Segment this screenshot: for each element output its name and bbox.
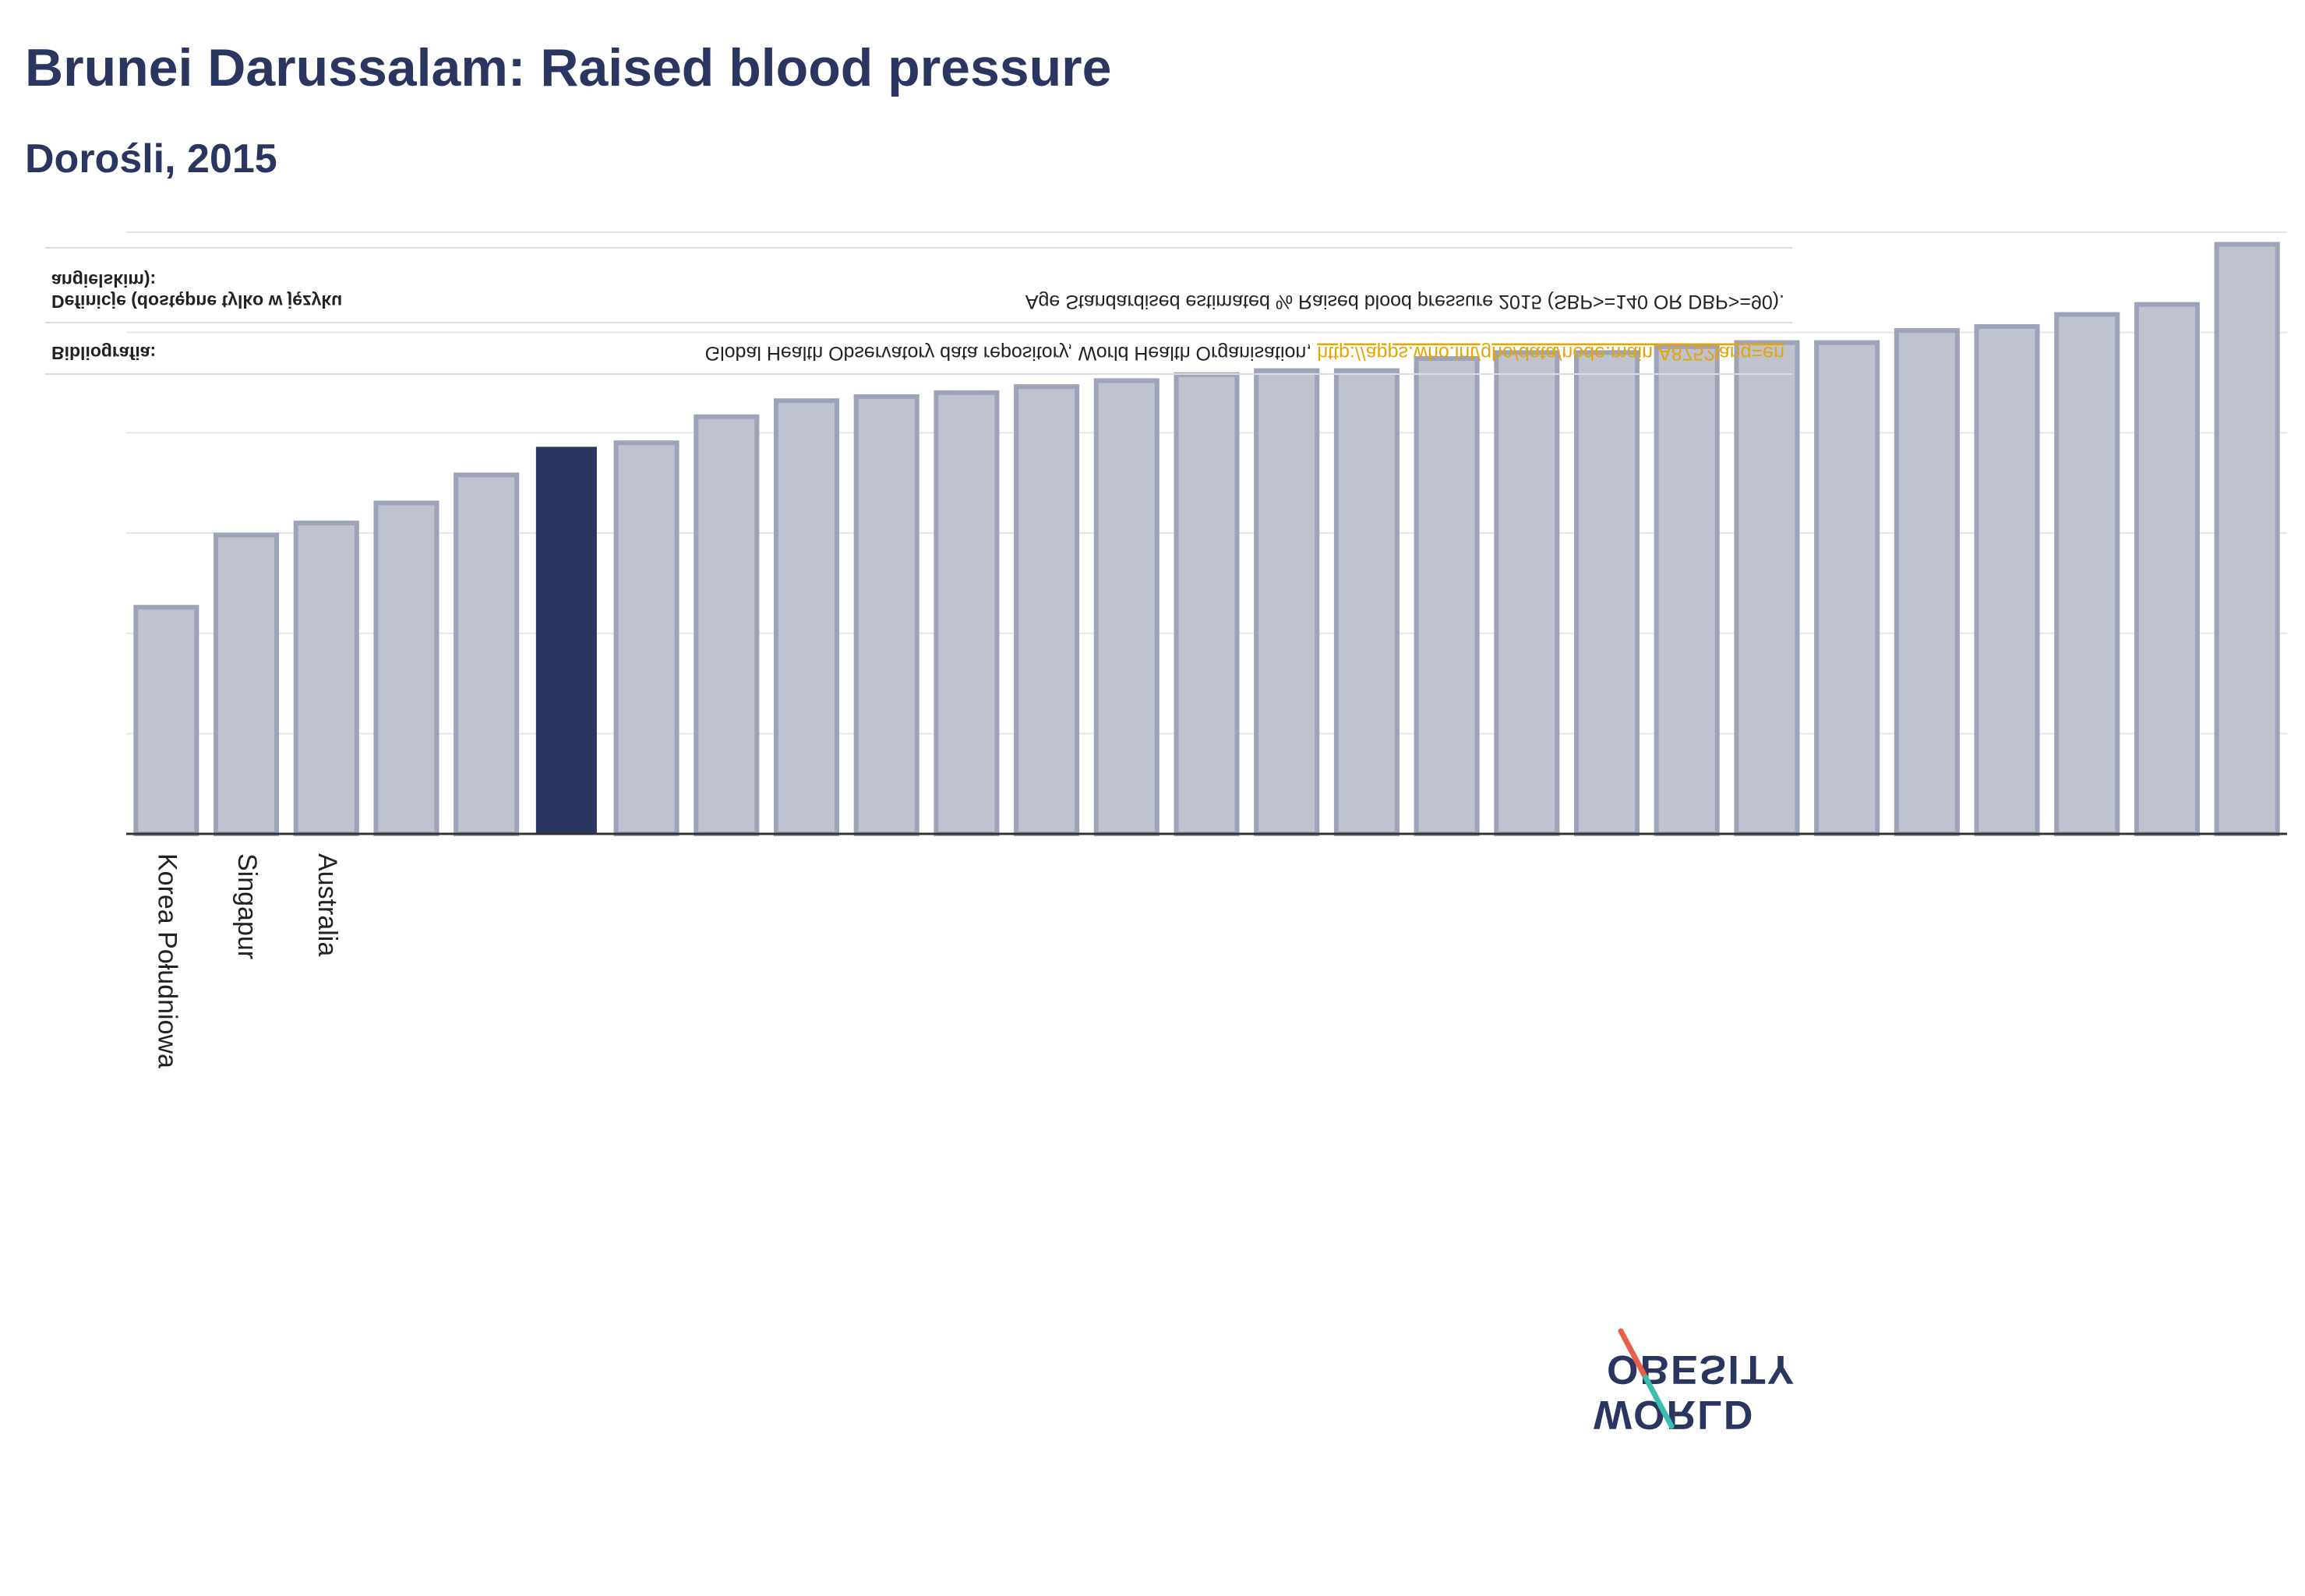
footnote-overlay: angielskim): Definicje (dostępne tylko w… <box>45 247 1792 375</box>
bar <box>773 398 840 836</box>
definition-text: Age Standardised estimated % Raised bloo… <box>1025 291 1784 312</box>
definition-label-line2: angielskim): <box>51 270 156 291</box>
bar <box>2054 312 2120 836</box>
chart-subtitle: Dorośli, 2015 <box>25 136 277 182</box>
bibliography-text: Global Health Observatory data repositor… <box>705 342 1784 364</box>
bar <box>694 414 760 836</box>
bar <box>214 532 280 836</box>
bar <box>1014 384 1080 836</box>
bar <box>1814 340 1880 836</box>
logo-line-world: WORLD <box>1594 1392 1754 1437</box>
chart-title: Brunei Darussalam: Raised blood pressure <box>25 38 1112 97</box>
bar <box>1254 368 1320 836</box>
bar <box>934 390 1000 837</box>
bibliography-source: Global Health Observatory data repositor… <box>705 342 1312 364</box>
bar <box>1894 328 1960 836</box>
bar <box>1734 340 1800 836</box>
bar <box>1414 356 1480 836</box>
bar <box>1494 350 1560 836</box>
bar <box>133 605 199 836</box>
bar <box>1974 323 2040 836</box>
bar <box>1333 368 1400 836</box>
definition-label-line1: Definicje (dostępne tylko w języku <box>51 291 342 312</box>
bar <box>373 500 439 837</box>
bar <box>2214 242 2280 836</box>
bar <box>293 521 359 837</box>
bar <box>1093 378 1160 836</box>
category-label: Singapur <box>232 853 262 959</box>
bar <box>1573 350 1640 836</box>
bibliography-link[interactable]: http://apps.who.int/gho/data/node.main.A… <box>1317 342 1784 364</box>
logo-slash-red <box>1618 1328 1649 1381</box>
logo-slash-teal <box>1643 1375 1675 1429</box>
bar <box>853 394 920 837</box>
bar <box>613 440 679 836</box>
category-label: Korea Południowa <box>152 853 182 1068</box>
bibliography-label: Bibliografia: <box>51 343 156 363</box>
category-label: Australia <box>312 853 342 956</box>
bar <box>1654 344 1720 836</box>
bar <box>2134 302 2200 836</box>
bar <box>1174 372 1240 836</box>
logo-line-obesity: OBESITY <box>1607 1347 1795 1392</box>
category-labels: Korea Południowa Singapur Australia <box>152 853 341 1068</box>
bar-highlight <box>535 447 597 834</box>
bar <box>454 472 520 837</box>
obesity-world-logo: OBESITY WORLD <box>1594 1328 1795 1437</box>
